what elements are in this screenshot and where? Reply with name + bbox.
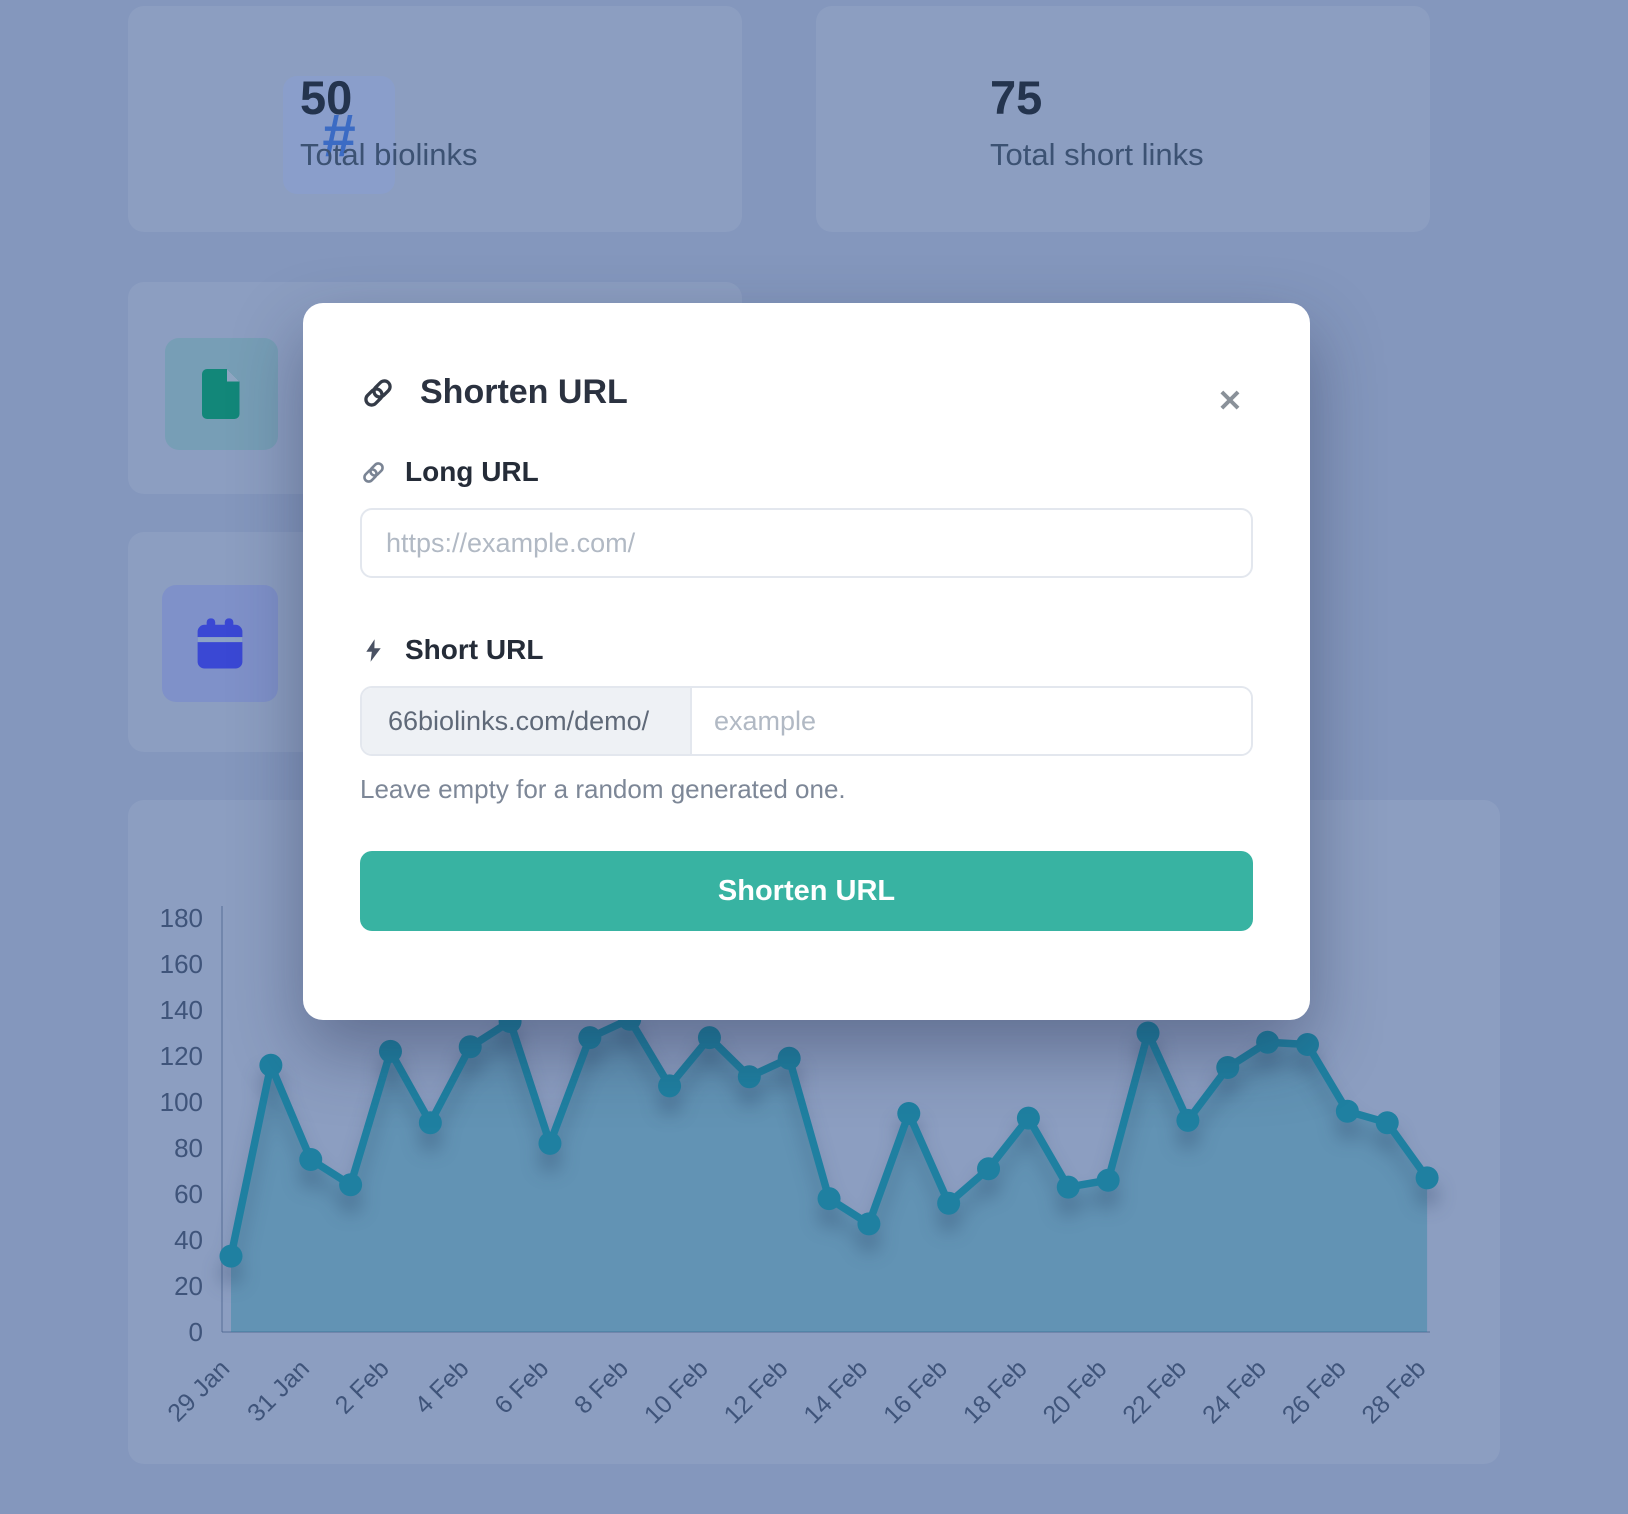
- lightning-bolt-icon: [366, 638, 381, 662]
- stat-label-biolinks: Total biolinks: [300, 137, 478, 172]
- calendar-icon-tile: [162, 585, 278, 702]
- hash-icon: #: [322, 101, 356, 169]
- hash-icon-tile: #: [283, 76, 395, 194]
- calendar-icon: [197, 617, 243, 669]
- stat-value-shortlinks: 75: [990, 71, 1043, 124]
- document-icon-tile: [165, 338, 278, 450]
- short-url-input[interactable]: [692, 688, 1251, 754]
- long-url-input[interactable]: [360, 508, 1253, 578]
- stat-card-shortlinks: 75 Total short links: [816, 6, 1430, 232]
- short-url-label: Short URL: [405, 634, 544, 665]
- long-url-label: Long URL: [405, 456, 539, 487]
- modal-title: Shorten URL: [420, 373, 628, 411]
- short-url-helper-text: Leave empty for a random generated one.: [360, 774, 846, 804]
- link-icon: [363, 461, 384, 483]
- short-url-input-group: 66biolinks.com/demo/: [360, 686, 1253, 756]
- link-icon: [364, 378, 392, 407]
- shorten-url-button[interactable]: Shorten URL: [360, 851, 1253, 931]
- stat-value-biolinks: 50: [300, 71, 353, 124]
- shorten-url-modal: Shorten URL ✕ Long URL Short URL 66bioli…: [303, 303, 1310, 1020]
- short-url-label-row: Short URL: [360, 634, 1253, 666]
- close-icon: ✕: [1217, 384, 1243, 418]
- close-button[interactable]: ✕: [1208, 379, 1252, 423]
- short-url-prefix: 66biolinks.com/demo/: [362, 688, 692, 754]
- stat-card-biolinks: # 50 Total biolinks: [128, 6, 742, 232]
- stat-label-shortlinks: Total short links: [990, 137, 1204, 172]
- modal-header: Shorten URL: [360, 373, 1253, 412]
- long-url-label-row: Long URL: [360, 456, 1253, 488]
- document-icon: [201, 369, 239, 419]
